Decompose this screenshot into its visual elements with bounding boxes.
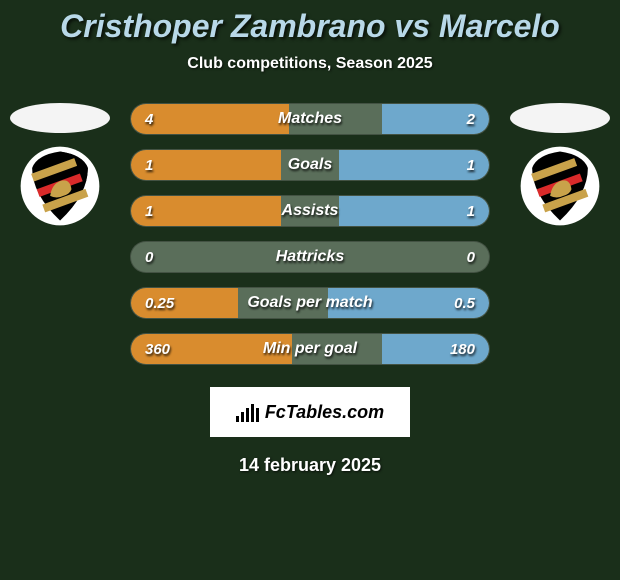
stats-column: 42Matches 11Goals 11Assists 00Hattricks 0.25… <box>130 103 490 365</box>
player-left-club-badge <box>19 145 101 227</box>
stat-label: Goals <box>131 156 489 174</box>
stat-row: 0.250.5Goals per match <box>130 287 490 319</box>
page-title: Cristhoper Zambrano vs Marcelo <box>0 8 620 45</box>
mini-bar <box>241 412 244 422</box>
mini-bar <box>246 408 249 422</box>
player-right-avatar <box>510 103 610 133</box>
mini-bar <box>236 416 239 422</box>
footer-brand-text: FcTables.com <box>265 402 384 423</box>
player-left-column <box>10 103 110 227</box>
stat-label: Min per goal <box>131 340 489 358</box>
stat-label: Matches <box>131 110 489 128</box>
stat-row: 360180Min per goal <box>130 333 490 365</box>
stat-label: Assists <box>131 202 489 220</box>
stat-label: Goals per match <box>131 294 489 312</box>
player-right-club-badge <box>519 145 601 227</box>
infographic-container: Cristhoper Zambrano vs Marcelo Club comp… <box>0 0 620 580</box>
footer-brand-logo: FcTables.com <box>210 387 410 437</box>
stat-row: 42Matches <box>130 103 490 135</box>
mini-bar <box>256 408 259 422</box>
stat-row: 11Assists <box>130 195 490 227</box>
mini-bar-chart-icon <box>236 402 259 422</box>
main-area: 42Matches 11Goals 11Assists 00Hattricks 0.25… <box>0 103 620 365</box>
stat-row: 11Goals <box>130 149 490 181</box>
mini-bar <box>251 404 254 422</box>
subtitle: Club competitions, Season 2025 <box>0 55 620 73</box>
date-text: 14 february 2025 <box>0 455 620 476</box>
player-left-avatar <box>10 103 110 133</box>
stat-label: Hattricks <box>131 248 489 266</box>
stat-row: 00Hattricks <box>130 241 490 273</box>
player-right-column <box>510 103 610 227</box>
